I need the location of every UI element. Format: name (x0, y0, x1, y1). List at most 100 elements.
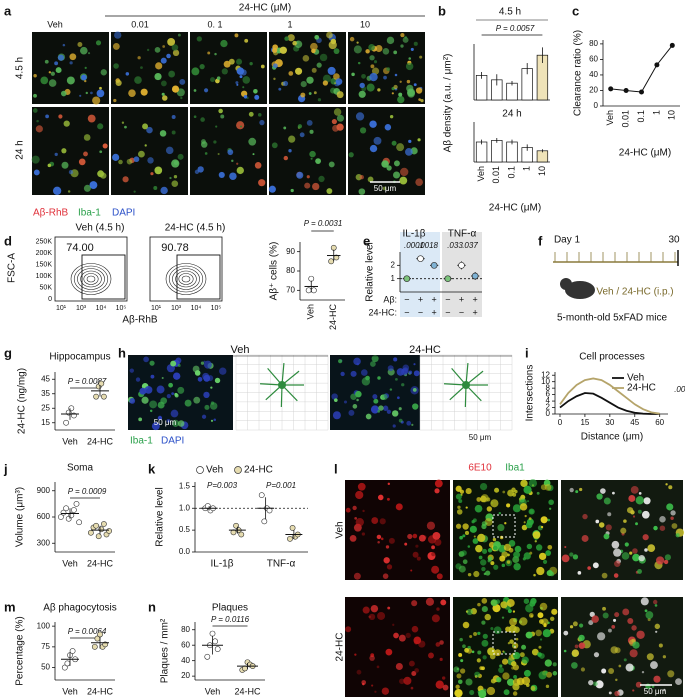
cell (645, 611, 654, 619)
cell (140, 66, 143, 70)
p-value: P = 0.0087 (68, 377, 107, 386)
cell (431, 545, 435, 550)
cell (478, 689, 487, 699)
y-tick-label: 10 (541, 377, 550, 386)
cell (81, 74, 87, 81)
cell (529, 551, 533, 555)
cell (511, 666, 515, 670)
cell (465, 678, 473, 686)
data-point (68, 405, 75, 412)
cell (384, 124, 392, 131)
cell (358, 90, 366, 98)
cell (210, 386, 213, 389)
cell (668, 485, 673, 490)
x-tick-label: 24-HC (328, 304, 338, 331)
label: DAPI (161, 436, 184, 447)
cell (528, 508, 535, 515)
legend-label: 24-HC (627, 383, 656, 394)
flow-plot (149, 236, 223, 302)
line (559, 392, 660, 415)
cell (243, 95, 248, 99)
cell (102, 143, 108, 149)
cell (199, 63, 205, 70)
cell (69, 53, 77, 61)
cell (425, 597, 435, 606)
cell (638, 491, 642, 495)
cell (340, 371, 345, 377)
cell (523, 552, 531, 560)
data-point (71, 507, 77, 513)
cell (387, 606, 391, 610)
cell (410, 569, 413, 572)
cell (513, 562, 521, 571)
cell (579, 487, 583, 492)
cell (675, 533, 680, 538)
label: 10³ (76, 305, 87, 312)
cell (564, 546, 567, 549)
cell (200, 117, 205, 122)
cell (640, 597, 649, 606)
cell (581, 534, 589, 542)
line (610, 45, 673, 93)
cell (385, 545, 390, 549)
cell (644, 548, 648, 552)
data-point (106, 528, 112, 534)
cell (248, 137, 257, 146)
y-tick-label: 1 (391, 274, 396, 283)
cell (355, 517, 364, 527)
cell (506, 599, 515, 607)
cell (58, 114, 63, 119)
cell (357, 482, 366, 491)
label: Aβ-RhB (122, 315, 158, 326)
cell (369, 72, 378, 82)
cell (356, 398, 359, 402)
cell (369, 144, 378, 153)
cell (204, 88, 209, 93)
cell (662, 655, 666, 659)
cell (520, 494, 526, 500)
cell (67, 190, 71, 193)
contour (73, 265, 109, 293)
cell (542, 629, 551, 638)
zoom-box (492, 631, 516, 655)
cell (174, 392, 178, 397)
cell (415, 87, 423, 94)
cell (331, 118, 337, 125)
cell (462, 621, 470, 629)
cell (239, 125, 243, 128)
cell (396, 143, 405, 152)
cell (371, 355, 379, 363)
sign: − (445, 307, 450, 317)
cell (490, 627, 494, 631)
x-tick-label: 10 (667, 110, 677, 120)
cell (239, 75, 243, 79)
cell (575, 490, 579, 494)
cell (193, 115, 197, 119)
label: 0 (48, 296, 52, 303)
cell (578, 642, 586, 649)
point (639, 89, 644, 95)
cell (161, 92, 165, 96)
cell (184, 399, 192, 407)
cell (598, 522, 605, 528)
data-point (101, 521, 107, 527)
cell (386, 67, 391, 72)
cell (484, 613, 491, 621)
cell (458, 499, 463, 504)
cell (535, 629, 542, 637)
x-tick-label: 0.1 (506, 166, 516, 179)
data-point (98, 380, 105, 387)
cell (54, 61, 59, 66)
cell (578, 634, 585, 642)
cell (315, 158, 321, 165)
cell (343, 400, 348, 404)
cell (333, 48, 340, 55)
cell (481, 639, 489, 647)
cell (203, 360, 206, 363)
p-value: P = 0.0009 (68, 487, 107, 496)
cell (210, 401, 215, 405)
data-point (88, 529, 94, 536)
cell (314, 34, 320, 40)
y-tick-label: 40 (181, 656, 190, 665)
cell (547, 544, 553, 550)
